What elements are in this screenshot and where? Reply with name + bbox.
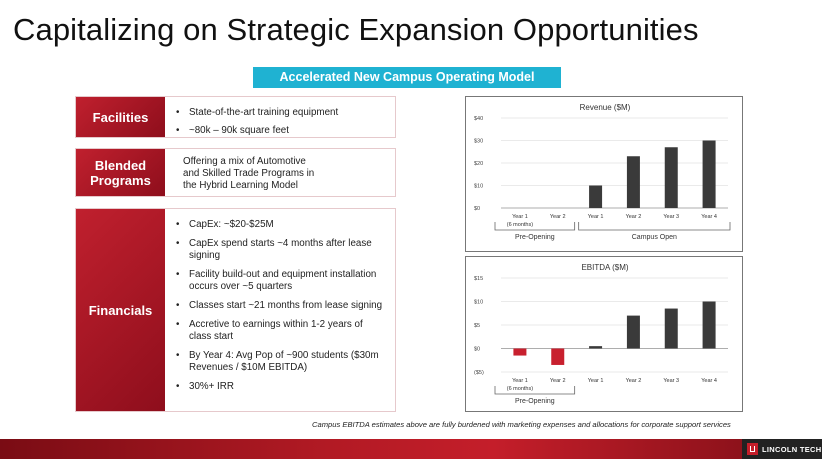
y-tick-label: ($5) <box>474 370 484 376</box>
section-banner: Accelerated New Campus Operating Model <box>253 67 561 88</box>
chart-bar <box>664 147 678 208</box>
facilities-list: State-of-the-art training equipment ~80k… <box>76 97 395 137</box>
group-bracket <box>494 222 576 231</box>
list-item: Accretive to earnings within 1-2 years o… <box>176 319 385 343</box>
financials-list: CapEx: ~$20-$25M CapEx spend starts ~4 m… <box>76 209 395 393</box>
financials-label: Financials <box>76 209 165 411</box>
blended-programs-row: Blended Programs Offering a mix of Autom… <box>75 148 396 197</box>
group-label: Campus Open <box>632 234 677 241</box>
revenue-chart-svg: Revenue ($M) $40 $30 $20 $10 $0 Year 1 Year 2 Ye… <box>474 103 731 241</box>
revenue-chart: Revenue ($M) $40 $30 $20 $10 $0 Year 1 Year 2 Ye… <box>465 96 743 252</box>
list-item: CapEx: ~$20-$25M <box>176 219 385 231</box>
y-tick-label: $10 <box>474 300 483 306</box>
footnote: Campus EBITDA estimates above are fully … <box>312 420 731 429</box>
chart-bar <box>626 315 640 349</box>
group-bracket <box>578 222 731 231</box>
list-item: State-of-the-art training equipment <box>176 107 395 119</box>
x-tick-label: Year 2 <box>550 378 566 384</box>
x-sub-label: (6 months) <box>507 386 533 392</box>
chart-bar <box>551 348 565 365</box>
y-tick-label: $0 <box>474 347 480 353</box>
y-tick-label: $5 <box>474 323 480 329</box>
blended-programs-label: Blended Programs <box>76 149 165 196</box>
y-tick-label: $10 <box>474 184 483 190</box>
logo-text: LINCOLN TECH <box>762 444 822 454</box>
group-bracket <box>494 386 576 395</box>
ebitda-chart: EBITDA ($M) $15 $10 $5 $0 ($5) Year 1 Year 2 Yea… <box>465 256 743 412</box>
page-title: Capitalizing on Strategic Expansion Oppo… <box>13 12 699 47</box>
x-tick-label: Year 1 <box>512 214 528 220</box>
lincoln-tech-logo: LINCOLN TECH <box>742 439 822 459</box>
y-tick-label: $15 <box>474 276 483 282</box>
group-label: Pre-Opening <box>515 234 555 241</box>
y-tick-label: $40 <box>474 116 483 122</box>
x-tick-label: Year 2 <box>626 214 642 220</box>
chart-bar <box>589 346 603 349</box>
y-tick-label: $20 <box>474 161 483 167</box>
x-tick-label: Year 3 <box>663 378 679 384</box>
list-item: Classes start ~21 months from lease sign… <box>176 300 385 312</box>
footer-bar <box>0 439 822 459</box>
x-tick-label: Year 4 <box>701 214 717 220</box>
chart-title: EBITDA ($M) <box>581 263 628 272</box>
blended-programs-text: Offering a mix of Automotive and Skilled… <box>183 156 315 191</box>
chart-bar <box>702 140 716 208</box>
x-tick-label: Year 2 <box>626 378 642 384</box>
x-tick-label: Year 4 <box>701 378 717 384</box>
list-item: 30%+ IRR <box>176 381 385 393</box>
list-item: Facility build-out and equipment install… <box>176 269 385 293</box>
x-tick-label: Year 2 <box>550 214 566 220</box>
ebitda-chart-svg: EBITDA ($M) $15 $10 $5 $0 ($5) Year 1 Year 2 Yea… <box>474 263 728 405</box>
chart-bar <box>589 185 603 208</box>
list-item: CapEx spend starts ~4 months after lease… <box>176 238 385 262</box>
chart-bar <box>664 308 678 349</box>
x-sub-label: (6 months) <box>507 222 533 228</box>
chart-bar <box>513 348 527 356</box>
x-tick-label: Year 3 <box>663 214 679 220</box>
chart-bar <box>702 301 716 349</box>
group-label: Pre-Opening <box>515 398 555 405</box>
financials-row: Financials CapEx: ~$20-$25M CapEx spend … <box>75 208 396 412</box>
facilities-label: Facilities <box>76 97 165 137</box>
list-item: By Year 4: Avg Pop of ~900 students ($30… <box>176 350 385 374</box>
chart-title: Revenue ($M) <box>580 103 631 112</box>
x-tick-label: Year 1 <box>512 378 528 384</box>
facilities-row: Facilities State-of-the-art training equ… <box>75 96 396 138</box>
y-tick-label: $30 <box>474 139 483 145</box>
x-tick-label: Year 1 <box>588 214 604 220</box>
y-tick-label: $0 <box>474 206 480 212</box>
logo-mark-icon <box>747 443 758 455</box>
list-item: ~80k – 90k square feet <box>176 125 395 137</box>
x-tick-label: Year 1 <box>588 378 604 384</box>
chart-bar <box>626 156 640 208</box>
